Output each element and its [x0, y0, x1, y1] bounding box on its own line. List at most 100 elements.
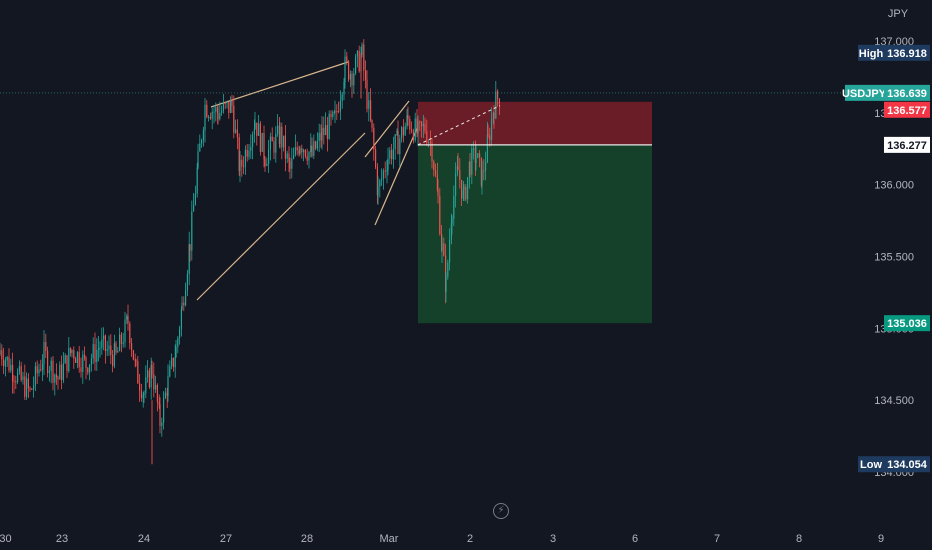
candle: [396, 128, 398, 137]
candle-body: [436, 174, 438, 191]
candle-body: [250, 146, 252, 151]
candle: [264, 156, 266, 172]
candle-body: [252, 134, 254, 147]
candle: [213, 104, 215, 124]
position-zones: [418, 101, 652, 324]
candle: [6, 355, 8, 367]
candle: [159, 397, 161, 434]
candle-body: [85, 357, 87, 368]
time-tick-label: 6: [632, 533, 638, 545]
candle-body: [169, 366, 171, 377]
candle: [443, 237, 445, 257]
candle: [197, 143, 199, 170]
candle: [376, 163, 378, 204]
candle: [36, 360, 38, 384]
candle: [463, 184, 465, 201]
candle-body: [186, 273, 188, 291]
candle: [355, 53, 357, 76]
candle-body: [387, 158, 389, 170]
candle-body: [370, 100, 372, 120]
candle: [143, 390, 145, 403]
candle-body: [453, 196, 455, 219]
candle-body: [416, 118, 418, 134]
candle: [344, 49, 346, 89]
candle-body: [217, 113, 219, 120]
candle: [346, 51, 348, 66]
candle-body: [31, 389, 33, 391]
candle: [334, 100, 336, 124]
candle-body: [467, 177, 469, 200]
candle-body: [417, 121, 419, 134]
candle: [318, 123, 320, 153]
candle: [363, 39, 365, 81]
candle: [399, 134, 401, 167]
candle-body: [127, 316, 129, 324]
candle-body: [259, 123, 261, 152]
candle: [241, 154, 243, 177]
candle: [206, 100, 208, 119]
candle: [18, 360, 20, 375]
candle: [17, 368, 19, 385]
time-tick-label: :30: [0, 533, 12, 545]
candle-body: [445, 276, 447, 292]
candle: [299, 146, 301, 156]
candle-body: [396, 130, 398, 135]
candle-body: [75, 358, 77, 363]
candle: [169, 360, 171, 378]
candle-body: [353, 73, 355, 86]
candle-body: [465, 187, 467, 200]
candle-body: [36, 366, 38, 374]
candle-body: [61, 364, 63, 381]
candle: [217, 105, 219, 125]
candle: [50, 357, 52, 384]
candle-body: [17, 371, 19, 382]
candle-body: [386, 169, 388, 172]
candle: [80, 357, 82, 378]
candle: [361, 42, 363, 58]
candle-body: [325, 125, 327, 136]
candle-body: [318, 132, 320, 141]
candle: [163, 391, 165, 430]
candle-body: [495, 91, 497, 119]
candle-body: [419, 121, 421, 123]
candle-body: [76, 352, 78, 363]
candle: [407, 106, 409, 126]
candle-body: [150, 365, 152, 388]
candle: [135, 358, 137, 367]
candle-body: [273, 141, 275, 153]
candle: [89, 364, 91, 381]
candle: [417, 115, 419, 147]
candle-body: [1, 350, 3, 360]
candle: [99, 341, 101, 358]
candle: [422, 114, 424, 139]
candle: [273, 137, 275, 160]
candle: [186, 269, 188, 297]
candle: [236, 119, 238, 150]
candle: [221, 105, 223, 116]
entry-tag: 136.277: [884, 136, 930, 153]
candle: [106, 340, 108, 357]
candle-body: [108, 345, 110, 350]
candle-body: [124, 319, 126, 343]
candle-body: [414, 118, 416, 141]
candle: [469, 152, 471, 178]
candle: [64, 353, 66, 364]
candle-body: [147, 370, 149, 378]
candle-body: [59, 364, 61, 380]
candle: [155, 375, 157, 393]
candle-body: [376, 167, 378, 196]
candle-body: [277, 125, 279, 134]
candle-body: [193, 204, 195, 212]
candle-body: [326, 125, 328, 139]
candle-body: [349, 73, 351, 80]
candle-body: [92, 344, 94, 359]
candle: [411, 121, 413, 134]
candle-body: [10, 364, 12, 371]
candle: [134, 353, 136, 368]
candle: [462, 180, 464, 201]
flash-icon[interactable]: ⚡: [493, 503, 509, 519]
candle-body: [486, 134, 488, 163]
candle-body: [323, 127, 325, 136]
